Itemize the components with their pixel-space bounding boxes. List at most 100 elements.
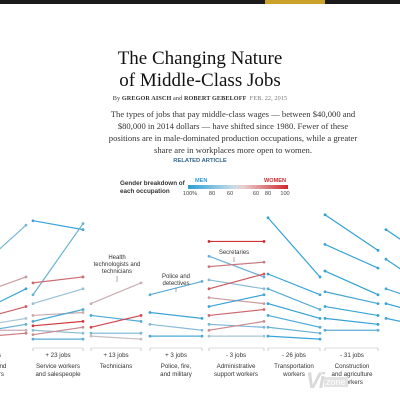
- author-1[interactable]: GREGOR AISCH: [121, 95, 172, 102]
- slope-point: [31, 281, 35, 285]
- slope-line[interactable]: [267, 288, 321, 311]
- slope-line[interactable]: [324, 214, 379, 251]
- slope-line[interactable]: [90, 314, 142, 322]
- slope-point: [262, 308, 266, 311]
- slope-line[interactable]: [32, 311, 84, 317]
- slope-point: [318, 275, 322, 279]
- slope-point: [31, 219, 35, 223]
- slope-line[interactable]: [149, 323, 203, 331]
- slope-line[interactable]: [267, 326, 321, 334]
- slope-line[interactable]: [32, 220, 84, 231]
- slope-line[interactable]: [385, 317, 400, 327]
- slope-point: [207, 287, 211, 291]
- slope-point: [81, 228, 85, 232]
- group-name-label: workers: [282, 371, 305, 378]
- slope-line[interactable]: [208, 308, 265, 317]
- slope-point: [139, 337, 143, 341]
- legend-tick: 100%: [182, 191, 198, 197]
- chart-annotation: technicians: [102, 269, 132, 275]
- group-change-label: - 31 jobs: [340, 352, 364, 359]
- slope-point: [31, 302, 35, 305]
- slope-point: [81, 308, 85, 311]
- slope-point: [323, 317, 327, 320]
- slope-line[interactable]: [267, 303, 321, 319]
- slope-line[interactable]: [385, 229, 400, 260]
- slope-point: [31, 314, 35, 317]
- slope-line[interactable]: [0, 317, 27, 327]
- legend-tick: 60: [226, 191, 234, 197]
- slope-line[interactable]: [267, 314, 321, 328]
- group-name-label: and agriculture: [332, 371, 373, 378]
- author-2[interactable]: ROBERT GEBELOFF: [183, 95, 247, 102]
- slope-point: [262, 240, 266, 243]
- slope-point: [266, 334, 270, 338]
- slope-point: [24, 275, 28, 279]
- group-change-label: - 3 jobs: [226, 352, 246, 359]
- slope-line[interactable]: [324, 243, 379, 269]
- slope-point: [262, 272, 266, 276]
- slope-line[interactable]: [208, 261, 265, 268]
- slope-line[interactable]: [385, 303, 400, 316]
- slope-line[interactable]: [32, 223, 84, 296]
- slope-line[interactable]: [0, 276, 27, 296]
- group-name-label: Construction: [335, 363, 370, 370]
- slope-line[interactable]: [208, 273, 265, 290]
- slope-line[interactable]: [149, 311, 203, 319]
- slope-point: [207, 278, 211, 282]
- slope-point: [81, 275, 85, 279]
- slope-line[interactable]: [324, 291, 379, 305]
- slope-line[interactable]: [208, 279, 265, 290]
- slope-point: [207, 305, 211, 308]
- slope-point: [81, 319, 85, 323]
- slope-line[interactable]: [32, 326, 84, 336]
- slope-line[interactable]: [324, 270, 379, 296]
- slope-point: [323, 305, 327, 308]
- legend-tick: 80: [208, 191, 216, 197]
- slope-point: [266, 287, 270, 291]
- slope-point: [24, 223, 28, 227]
- slope-line[interactable]: [324, 317, 379, 325]
- group-name-label: Police, fire,: [161, 363, 192, 370]
- slope-line[interactable]: [267, 335, 321, 340]
- slope-line[interactable]: [385, 258, 400, 289]
- slope-line[interactable]: [32, 288, 84, 305]
- group-change-label: - 26 jobs: [282, 352, 306, 359]
- slope-line[interactable]: [0, 332, 27, 337]
- slope-line[interactable]: [32, 276, 84, 284]
- slope-line[interactable]: [208, 294, 265, 308]
- slope-line[interactable]: [0, 305, 27, 322]
- slope-point: [31, 319, 35, 323]
- slope-line[interactable]: [90, 314, 142, 328]
- slope-line[interactable]: [267, 273, 321, 296]
- slope-point: [318, 325, 322, 329]
- chart-annotation: detectives: [162, 281, 189, 287]
- slope-line[interactable]: [32, 329, 84, 334]
- slope-line[interactable]: [0, 323, 27, 333]
- slope-line[interactable]: [267, 217, 321, 278]
- slope-line[interactable]: [324, 305, 379, 317]
- legend-color-scale: [188, 185, 288, 189]
- slope-point: [376, 266, 380, 270]
- slope-line[interactable]: [90, 282, 142, 305]
- related-article-link[interactable]: RELATED ARTICLE: [173, 158, 227, 164]
- slope-point: [207, 334, 211, 338]
- slope-point: [262, 260, 266, 264]
- slope-line[interactable]: [32, 308, 84, 322]
- slope-line[interactable]: [0, 288, 27, 316]
- slope-line[interactable]: [208, 320, 265, 331]
- slope-point: [148, 322, 152, 326]
- slope-point: [31, 324, 35, 328]
- slope-point: [207, 254, 211, 258]
- slope-line[interactable]: [32, 320, 84, 327]
- lede-paragraph: The types of jobs that pay middle-class …: [108, 109, 358, 155]
- chart-annotation: Health: [108, 255, 125, 261]
- slope-point: [262, 334, 266, 338]
- slope-line[interactable]: [0, 224, 27, 274]
- slope-point: [262, 293, 266, 297]
- slope-line[interactable]: [208, 255, 265, 278]
- slope-line[interactable]: [90, 335, 142, 340]
- byline-and: and: [173, 95, 183, 102]
- slope-point: [81, 287, 85, 291]
- slope-line[interactable]: [385, 288, 400, 304]
- group-name-label: Technicians: [100, 363, 132, 370]
